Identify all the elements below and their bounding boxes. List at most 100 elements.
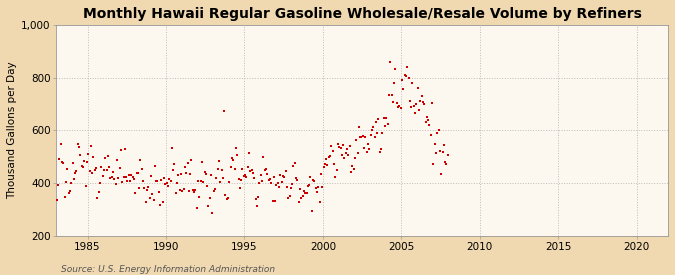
Point (411, 102, 422, 106)
Point (296, 196, 306, 200)
Point (203, 204, 214, 208)
Point (194, 194, 205, 199)
Point (390, 67, 401, 71)
Point (230, 167, 240, 172)
Point (360, 135, 371, 139)
Point (355, 135, 366, 139)
Point (273, 181, 284, 186)
Point (414, 108, 425, 113)
Point (393, 104, 404, 109)
Point (109, 176, 119, 181)
Point (382, 122, 393, 126)
Point (215, 180, 225, 185)
Point (375, 150, 385, 154)
Point (356, 134, 367, 139)
Point (327, 149, 338, 153)
Point (72, 142, 83, 147)
Point (315, 172, 326, 176)
Point (79, 159, 90, 164)
Point (170, 191, 181, 196)
Point (361, 150, 372, 154)
Point (250, 197, 261, 201)
Point (342, 147, 352, 152)
Point (301, 190, 312, 195)
Point (330, 175, 341, 180)
Point (88, 155, 99, 159)
Point (118, 175, 129, 179)
Point (107, 170, 118, 174)
Point (59, 195, 70, 200)
Point (63, 191, 74, 195)
Point (163, 184, 173, 188)
Point (114, 166, 125, 170)
Point (277, 174, 288, 178)
Point (191, 206, 202, 210)
Point (372, 130, 383, 135)
Point (156, 178, 167, 182)
Point (290, 160, 300, 165)
Point (86, 170, 97, 175)
Point (368, 124, 379, 129)
Point (325, 153, 335, 158)
Point (322, 163, 333, 167)
Point (369, 134, 380, 139)
Point (254, 180, 265, 185)
Point (418, 100, 429, 105)
Point (111, 158, 122, 162)
Point (365, 133, 376, 137)
Point (347, 164, 358, 169)
Title: Monthly Hawaii Regular Gasoline Wholesale/Resale Volume by Refiners: Monthly Hawaii Regular Gasoline Wholesal… (82, 7, 641, 21)
Point (99, 167, 109, 172)
Point (408, 104, 419, 108)
Point (128, 175, 138, 179)
Point (188, 188, 198, 192)
Point (420, 120, 431, 125)
Point (130, 191, 140, 195)
Point (138, 178, 148, 183)
Point (305, 175, 316, 179)
Point (397, 78, 408, 83)
Point (185, 172, 196, 176)
Point (224, 180, 235, 185)
Point (171, 181, 182, 185)
Point (346, 170, 356, 174)
Point (364, 147, 375, 152)
Point (89, 167, 100, 172)
Point (431, 151, 441, 155)
Point (281, 185, 292, 189)
Point (128, 177, 139, 181)
Point (286, 186, 296, 190)
Point (425, 133, 436, 137)
Point (436, 172, 447, 176)
Point (167, 146, 178, 150)
Point (189, 190, 200, 194)
Point (237, 167, 248, 171)
Point (275, 173, 286, 177)
Point (221, 197, 232, 202)
Point (200, 171, 211, 176)
Point (212, 167, 223, 172)
Point (103, 153, 113, 158)
Point (55, 141, 66, 146)
Point (435, 149, 446, 153)
Point (148, 198, 159, 203)
Point (62, 167, 73, 172)
Point (270, 198, 281, 203)
Point (67, 160, 78, 165)
Point (219, 108, 230, 113)
Point (206, 173, 217, 177)
Point (61, 180, 72, 185)
Point (410, 111, 421, 115)
Point (147, 192, 158, 196)
Point (70, 171, 80, 175)
Point (157, 200, 168, 204)
Point (308, 177, 319, 182)
Point (288, 164, 299, 168)
Point (76, 164, 87, 168)
Point (96, 165, 107, 169)
Point (437, 150, 448, 155)
Point (273, 185, 284, 189)
Point (266, 181, 277, 185)
Point (220, 193, 231, 197)
Point (86, 144, 97, 148)
